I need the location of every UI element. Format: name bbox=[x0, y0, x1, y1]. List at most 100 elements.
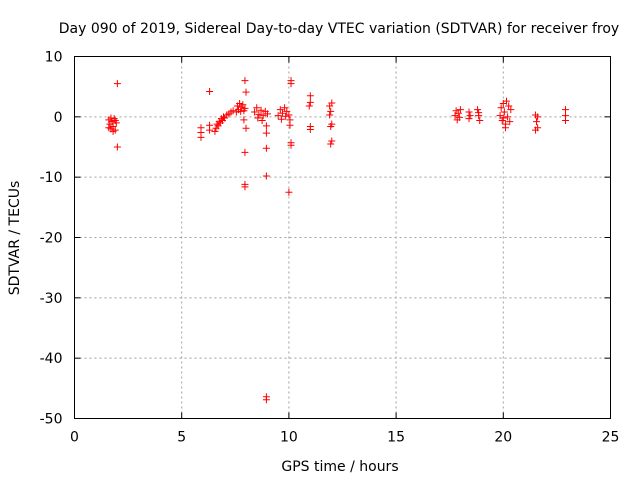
data-point bbox=[531, 126, 539, 134]
data-point bbox=[276, 106, 284, 114]
data-point bbox=[561, 106, 569, 114]
chart-title: Day 090 of 2019, Sidereal Day-to-day VTE… bbox=[59, 21, 619, 37]
data-point bbox=[281, 104, 289, 112]
data-point bbox=[306, 98, 314, 106]
data-point bbox=[283, 107, 291, 115]
data-point bbox=[278, 109, 286, 117]
x-tick-label: 10 bbox=[280, 430, 298, 446]
data-point bbox=[109, 127, 117, 135]
data-point bbox=[206, 126, 214, 134]
data-point bbox=[282, 112, 290, 120]
data-point bbox=[105, 124, 113, 132]
y-tick-label: -30 bbox=[40, 291, 63, 307]
data-point bbox=[197, 133, 205, 141]
data-point bbox=[533, 118, 541, 126]
data-point bbox=[257, 106, 265, 114]
data-point bbox=[113, 80, 121, 88]
data-point bbox=[466, 112, 474, 120]
data-point bbox=[259, 112, 267, 120]
data-point bbox=[328, 99, 336, 107]
x-tick-label: 5 bbox=[177, 430, 186, 446]
data-point bbox=[306, 126, 314, 134]
data-point bbox=[327, 122, 335, 130]
data-point bbox=[305, 102, 313, 110]
data-point bbox=[561, 116, 569, 124]
y-tick-label: -40 bbox=[40, 351, 63, 367]
data-point bbox=[240, 116, 248, 124]
data-point bbox=[328, 137, 336, 145]
data-point bbox=[465, 108, 473, 116]
data-point bbox=[326, 111, 334, 119]
data-point bbox=[475, 109, 483, 117]
y-tick-label: -50 bbox=[40, 412, 63, 428]
data-point bbox=[220, 113, 228, 121]
data-point bbox=[500, 108, 508, 116]
data-point bbox=[241, 77, 249, 85]
data-point bbox=[286, 121, 294, 129]
plot-frame bbox=[74, 56, 611, 419]
data-point bbox=[285, 111, 293, 119]
data-point bbox=[111, 116, 119, 124]
data-point bbox=[454, 109, 462, 117]
data-point bbox=[262, 122, 270, 130]
data-point bbox=[258, 116, 266, 124]
data-point bbox=[262, 129, 270, 137]
data-point bbox=[242, 124, 250, 132]
x-tick-label: 15 bbox=[387, 430, 405, 446]
data-point bbox=[474, 106, 482, 114]
data-point bbox=[241, 183, 249, 191]
data-point bbox=[476, 116, 484, 124]
data-point bbox=[237, 107, 245, 115]
data-point bbox=[287, 80, 295, 88]
data-point bbox=[113, 143, 121, 151]
data-point bbox=[110, 115, 118, 123]
y-tick-label: 10 bbox=[45, 50, 63, 66]
data-point bbox=[263, 110, 271, 118]
data-point bbox=[285, 188, 293, 196]
data-points bbox=[105, 77, 569, 404]
data-point bbox=[277, 115, 285, 123]
y-tick-label: -10 bbox=[40, 170, 63, 186]
data-point bbox=[254, 114, 262, 122]
data-point bbox=[456, 106, 464, 114]
x-axis-label: GPS time / hours bbox=[281, 459, 398, 475]
data-point bbox=[262, 172, 270, 180]
y-tick-label: 0 bbox=[54, 110, 63, 126]
data-point bbox=[239, 101, 247, 109]
data-point bbox=[274, 112, 282, 120]
data-point bbox=[206, 87, 214, 95]
data-point bbox=[241, 148, 249, 156]
data-point bbox=[241, 104, 249, 112]
data-point bbox=[503, 97, 511, 105]
data-point bbox=[306, 92, 314, 100]
data-point bbox=[255, 110, 263, 118]
data-point bbox=[251, 108, 259, 116]
data-point bbox=[253, 104, 261, 112]
data-point bbox=[107, 114, 115, 122]
data-point bbox=[236, 100, 244, 108]
data-point bbox=[465, 115, 473, 123]
data-point bbox=[287, 141, 295, 149]
y-axis-label: SDTVAR / TECUs bbox=[7, 181, 23, 296]
data-point bbox=[497, 104, 505, 112]
x-tick-label: 0 bbox=[70, 430, 79, 446]
data-point bbox=[262, 396, 270, 404]
data-point bbox=[499, 114, 507, 122]
x-tick-label: 25 bbox=[602, 430, 620, 446]
data-point bbox=[507, 106, 515, 114]
data-point bbox=[327, 140, 335, 148]
data-point bbox=[455, 113, 463, 121]
data-point bbox=[501, 124, 509, 132]
data-point bbox=[211, 127, 219, 135]
data-point bbox=[506, 118, 514, 126]
data-point bbox=[534, 113, 542, 121]
x-tick-label: 20 bbox=[494, 430, 512, 446]
data-point bbox=[327, 107, 335, 115]
data-point bbox=[242, 88, 250, 96]
data-point bbox=[262, 144, 270, 152]
grid bbox=[74, 56, 611, 419]
y-tick-label: -20 bbox=[40, 231, 63, 247]
data-point bbox=[229, 107, 237, 115]
data-point bbox=[504, 113, 512, 121]
